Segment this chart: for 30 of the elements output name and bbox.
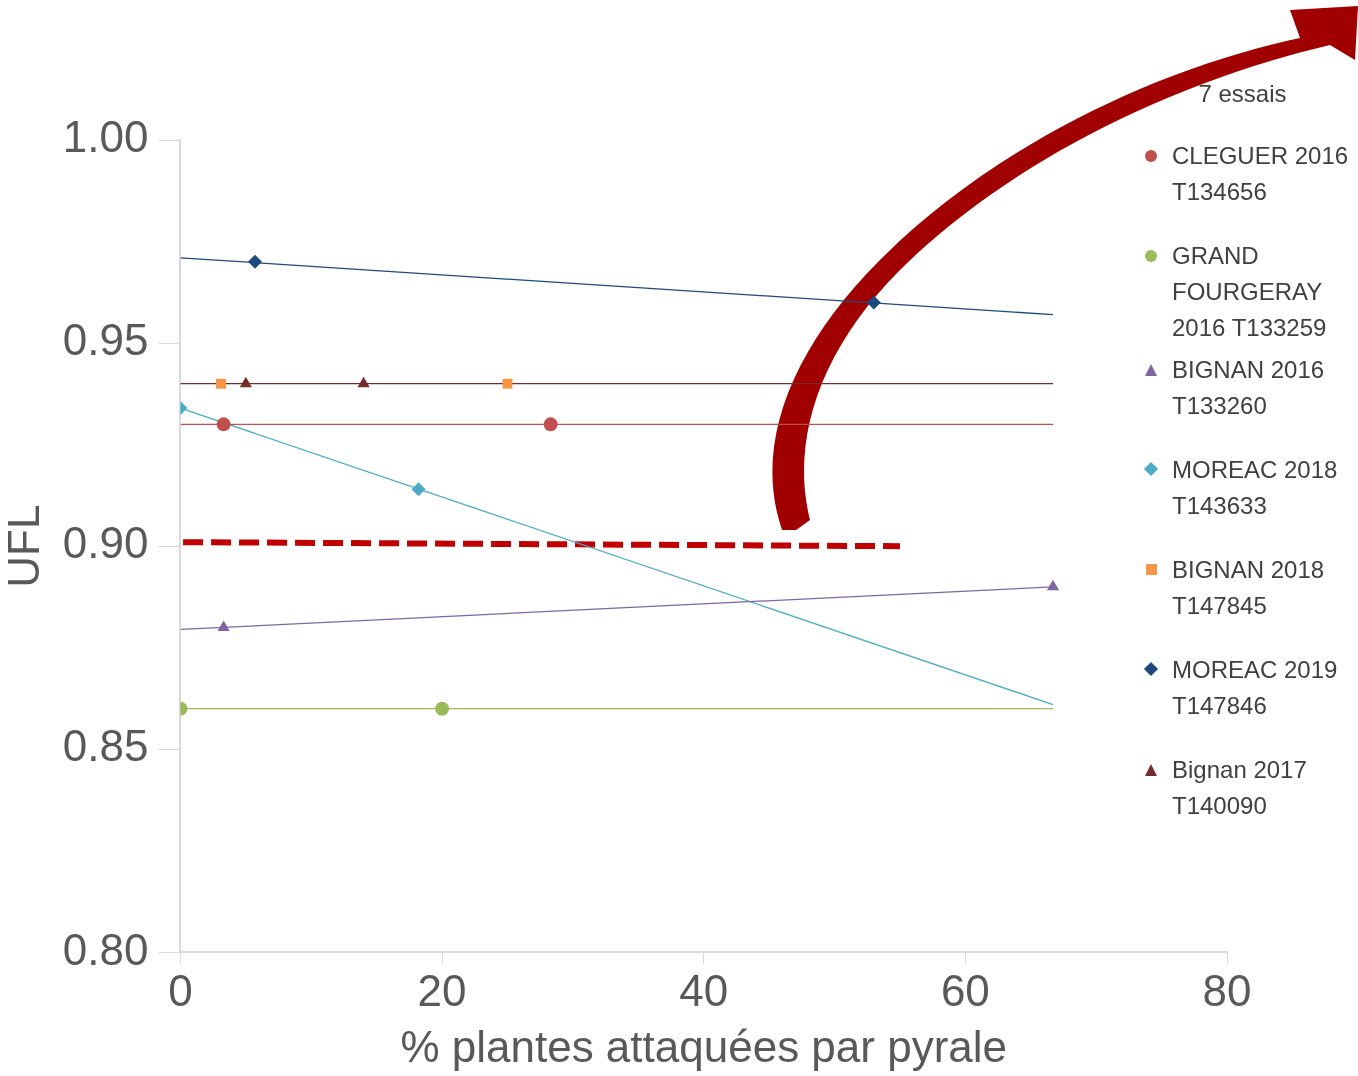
x-tick-label: 20 (417, 965, 467, 1015)
point (543, 417, 558, 432)
legend-title: 7 essais (1197, 80, 1288, 108)
point (217, 620, 230, 631)
x-tick-label: 0 (168, 965, 193, 1015)
point (1046, 579, 1060, 591)
point (248, 254, 262, 269)
point (866, 295, 881, 310)
legend-label: MOREAC 2019 T147846 (1172, 655, 1339, 721)
point (239, 376, 252, 388)
y-tick-label: 0.85 (62, 721, 149, 771)
legend-label: MOREAC 2018 T143633 (1172, 455, 1339, 521)
y-tick-label: 0.90 (62, 518, 149, 568)
y-tick-label: 0.95 (62, 315, 149, 365)
x-axis-title: % plantes attaquées par pyrale (400, 1021, 1008, 1071)
point (216, 417, 231, 432)
y-axis-title: UFL (0, 504, 48, 588)
point (502, 378, 513, 389)
legend-label: BIGNAN 2018 T147845 (1172, 555, 1326, 621)
point (216, 378, 226, 389)
legend-label: GRAND FOURGERAY 2016 T133259 (1172, 241, 1328, 343)
y-tick-label: 0.80 (62, 924, 149, 974)
legend-label: CLEGUER 2016 T134656 (1172, 141, 1350, 207)
x-tick-label: 40 (679, 965, 729, 1015)
legend-label: Bignan 2017 T140090 (1172, 755, 1308, 821)
y-tick-label: 1.00 (62, 112, 149, 162)
x-tick-label: 60 (940, 965, 990, 1015)
point (357, 376, 370, 388)
x-tick-label: 80 (1202, 965, 1252, 1015)
legend-label: BIGNAN 2016 T133260 (1172, 355, 1326, 421)
